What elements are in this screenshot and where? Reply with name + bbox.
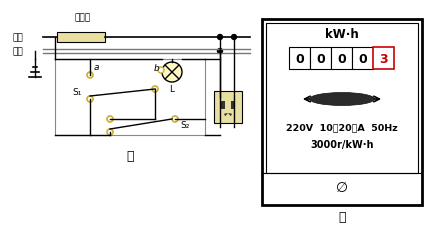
Circle shape: [152, 87, 158, 93]
Text: 火线: 火线: [12, 33, 23, 42]
Circle shape: [172, 116, 178, 122]
Bar: [353, 48, 374, 70]
Text: 零线: 零线: [12, 47, 23, 56]
Text: 3: 3: [380, 52, 388, 65]
Text: 甲: 甲: [126, 149, 134, 162]
Bar: [310, 48, 332, 70]
Bar: [266, 24, 418, 173]
Circle shape: [158, 68, 164, 74]
Wedge shape: [228, 114, 232, 116]
Circle shape: [231, 35, 236, 40]
Ellipse shape: [310, 93, 375, 106]
Circle shape: [87, 96, 93, 103]
Circle shape: [162, 63, 182, 83]
Text: kW·h: kW·h: [325, 27, 359, 40]
Bar: [214, 92, 242, 123]
Text: ∅: ∅: [336, 180, 348, 194]
Text: a: a: [94, 63, 99, 72]
Text: 0: 0: [316, 52, 326, 65]
Text: b: b: [153, 63, 159, 72]
Bar: [231, 101, 235, 109]
Text: S₁: S₁: [73, 87, 82, 96]
Text: 熔断器: 熔断器: [75, 13, 91, 22]
Circle shape: [107, 129, 113, 135]
Circle shape: [107, 116, 113, 122]
Bar: [57, 33, 105, 43]
Circle shape: [87, 73, 93, 79]
Text: 乙: 乙: [338, 211, 346, 224]
Bar: [289, 48, 310, 70]
Bar: [262, 20, 422, 205]
Wedge shape: [224, 114, 228, 116]
Text: S₂: S₂: [180, 120, 189, 129]
Circle shape: [218, 49, 222, 54]
Bar: [221, 101, 225, 109]
Text: 0: 0: [338, 52, 347, 65]
Text: 0: 0: [295, 52, 304, 65]
Bar: [374, 48, 394, 70]
Text: 220V  10（20）A  50Hz: 220V 10（20）A 50Hz: [286, 123, 398, 132]
Text: 3000r/kW·h: 3000r/kW·h: [310, 139, 374, 149]
Text: L: L: [169, 85, 175, 94]
Text: 0: 0: [359, 52, 367, 65]
Bar: [332, 48, 353, 70]
Circle shape: [218, 35, 222, 40]
